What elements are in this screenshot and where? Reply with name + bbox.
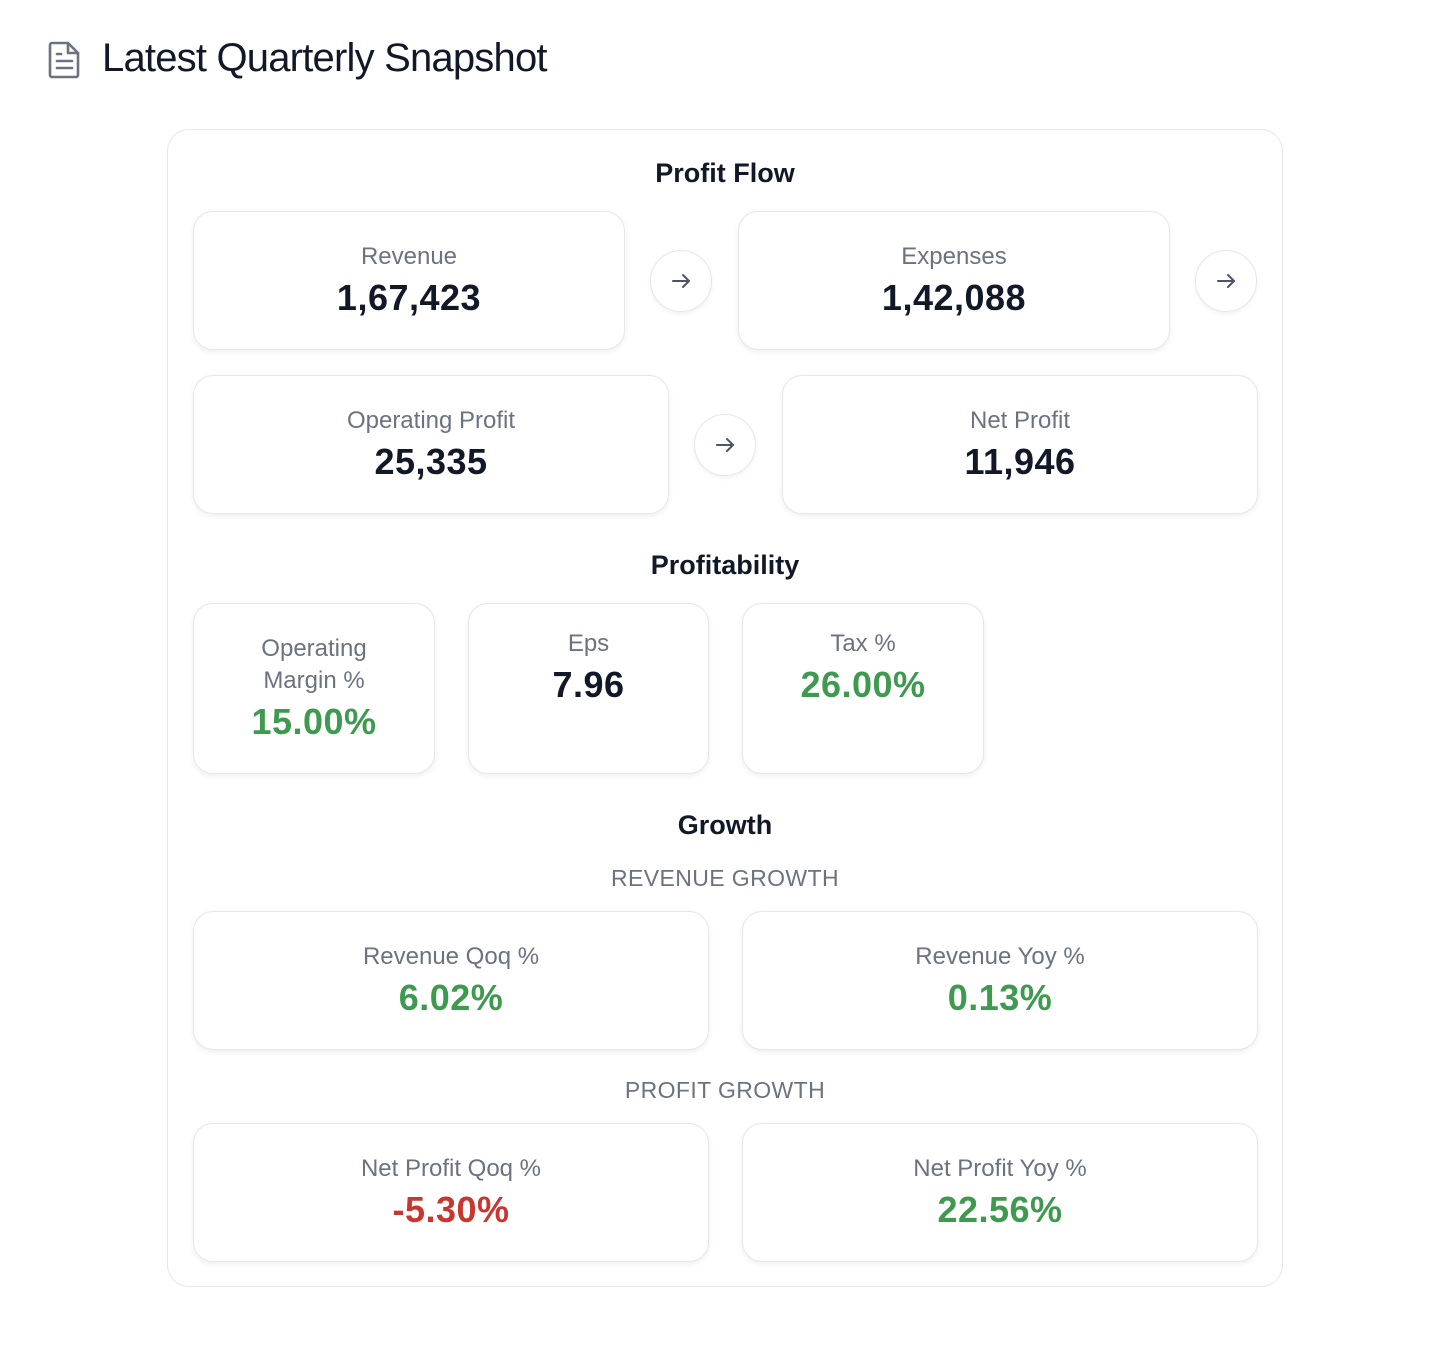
revenue-card: Revenue 1,67,423 bbox=[193, 211, 625, 350]
revenue-yoy-label: Revenue Yoy % bbox=[915, 942, 1085, 970]
revenue-value: 1,67,423 bbox=[336, 276, 482, 318]
net-profit-value: 11,946 bbox=[964, 440, 1076, 482]
operating-profit-card: Operating Profit 25,335 bbox=[193, 375, 669, 514]
eps-card: Eps 7.96 bbox=[468, 603, 709, 774]
tax-card: Tax % 26.00% bbox=[742, 603, 984, 774]
net-profit-yoy-label: Net Profit Yoy % bbox=[913, 1154, 1087, 1182]
operating-margin-label-line1: Operating bbox=[261, 634, 367, 662]
net-profit-card: Net Profit 11,946 bbox=[782, 375, 1258, 514]
expenses-card: Expenses 1,42,088 bbox=[738, 211, 1170, 350]
net-profit-qoq-value: -5.30% bbox=[392, 1188, 510, 1230]
profit-growth-title: PROFIT GROWTH bbox=[624, 1077, 826, 1103]
operating-margin-value: 15.00% bbox=[251, 700, 377, 742]
revenue-qoq-value: 6.02% bbox=[398, 976, 504, 1018]
revenue-qoq-card: Revenue Qoq % 6.02% bbox=[193, 911, 709, 1050]
expenses-value: 1,42,088 bbox=[881, 276, 1027, 318]
profitability-title: Profitability bbox=[650, 550, 800, 580]
eps-value: 7.96 bbox=[552, 664, 625, 705]
revenue-yoy-card: Revenue Yoy % 0.13% bbox=[742, 911, 1258, 1050]
revenue-label: Revenue bbox=[360, 242, 458, 270]
arrow-right-icon bbox=[1195, 250, 1257, 312]
tax-label: Tax % bbox=[830, 630, 896, 657]
arrow-right-icon bbox=[694, 414, 756, 476]
snapshot-panel: Profit Flow Revenue 1,67,423 Expenses 1,… bbox=[167, 129, 1283, 1287]
page-title: Latest Quarterly Snapshot bbox=[102, 36, 548, 80]
page-header: Latest Quarterly Snapshot bbox=[48, 36, 548, 81]
net-profit-qoq-card: Net Profit Qoq % -5.30% bbox=[193, 1123, 709, 1262]
operating-profit-label: Operating Profit bbox=[346, 406, 516, 434]
expenses-label: Expenses bbox=[901, 242, 1007, 270]
tax-value: 26.00% bbox=[800, 664, 926, 705]
net-profit-yoy-card: Net Profit Yoy % 22.56% bbox=[742, 1123, 1258, 1262]
net-profit-label: Net Profit bbox=[969, 406, 1071, 434]
eps-label: Eps bbox=[567, 630, 610, 657]
profit-flow-title: Profit Flow bbox=[655, 158, 795, 188]
net-profit-qoq-label: Net Profit Qoq % bbox=[360, 1154, 542, 1182]
revenue-growth-title: REVENUE GROWTH bbox=[611, 865, 839, 891]
growth-title: Growth bbox=[677, 810, 773, 840]
arrow-right-icon bbox=[650, 250, 712, 312]
operating-margin-label-line2: Margin % bbox=[263, 666, 365, 694]
revenue-qoq-label: Revenue Qoq % bbox=[362, 942, 540, 970]
revenue-yoy-value: 0.13% bbox=[947, 976, 1053, 1018]
document-icon bbox=[48, 39, 82, 79]
operating-profit-value: 25,335 bbox=[374, 440, 488, 482]
operating-margin-card: Operating Margin % 15.00% bbox=[193, 603, 435, 774]
net-profit-yoy-value: 22.56% bbox=[937, 1188, 1063, 1230]
